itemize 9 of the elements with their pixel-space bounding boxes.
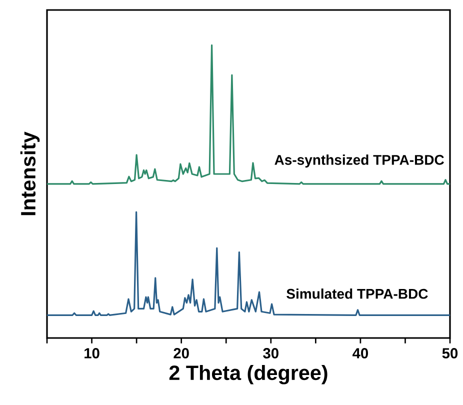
x-tick-label: 40 (352, 348, 368, 358)
x-tick-label: 10 (84, 348, 100, 358)
x-tick-label: 50 (442, 348, 458, 358)
series-label: Simulated TPPA-BDC (286, 288, 428, 299)
series-label: As-synthsized TPPA-BDC (274, 154, 444, 168)
x-axis-title: 2 Theta (degree) (169, 364, 328, 384)
y-axis-title: Intensity (20, 132, 40, 216)
x-tick-label: 30 (263, 348, 278, 358)
x-tick-label: 20 (174, 348, 189, 358)
